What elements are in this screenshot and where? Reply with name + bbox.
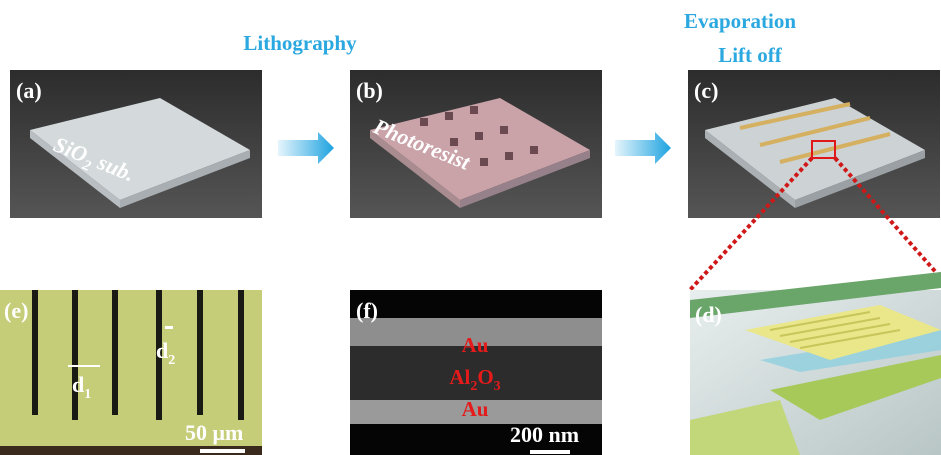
zoom-line [688, 156, 814, 292]
d1-label: d1 [72, 372, 91, 402]
panel-c: (c) [688, 70, 940, 218]
scale-label: 50 μm [185, 420, 243, 445]
scale-label: 200 nm [510, 422, 579, 447]
layer-label: Al2O3 [449, 365, 500, 394]
panel-a: (a) SiO2sub. [10, 70, 262, 218]
layer-label: Au [462, 397, 489, 421]
panel-label: (d) [695, 302, 722, 327]
panel-label: (f) [356, 298, 378, 323]
layer-label: Au [462, 333, 489, 357]
arrow [615, 132, 671, 164]
step-label: Lift off [718, 43, 783, 67]
panel-d: (d) [690, 272, 941, 455]
d2-label: d2 [156, 338, 175, 368]
arrow [278, 132, 334, 164]
panel-b: (b) Photoresist [350, 70, 602, 218]
zoom-line [833, 156, 941, 280]
panel-label: (a) [16, 78, 42, 103]
panel-e: (e) d1 d2 50 μm [0, 290, 262, 455]
step-label: Evaporation [684, 9, 796, 33]
panel-label: (c) [694, 78, 718, 103]
step-label: Lithography [243, 31, 357, 55]
panel-label: (e) [4, 298, 28, 323]
panel-label: (b) [356, 78, 383, 103]
panel-f: (f) Au Al2O3 Au 200 nm [350, 290, 602, 455]
